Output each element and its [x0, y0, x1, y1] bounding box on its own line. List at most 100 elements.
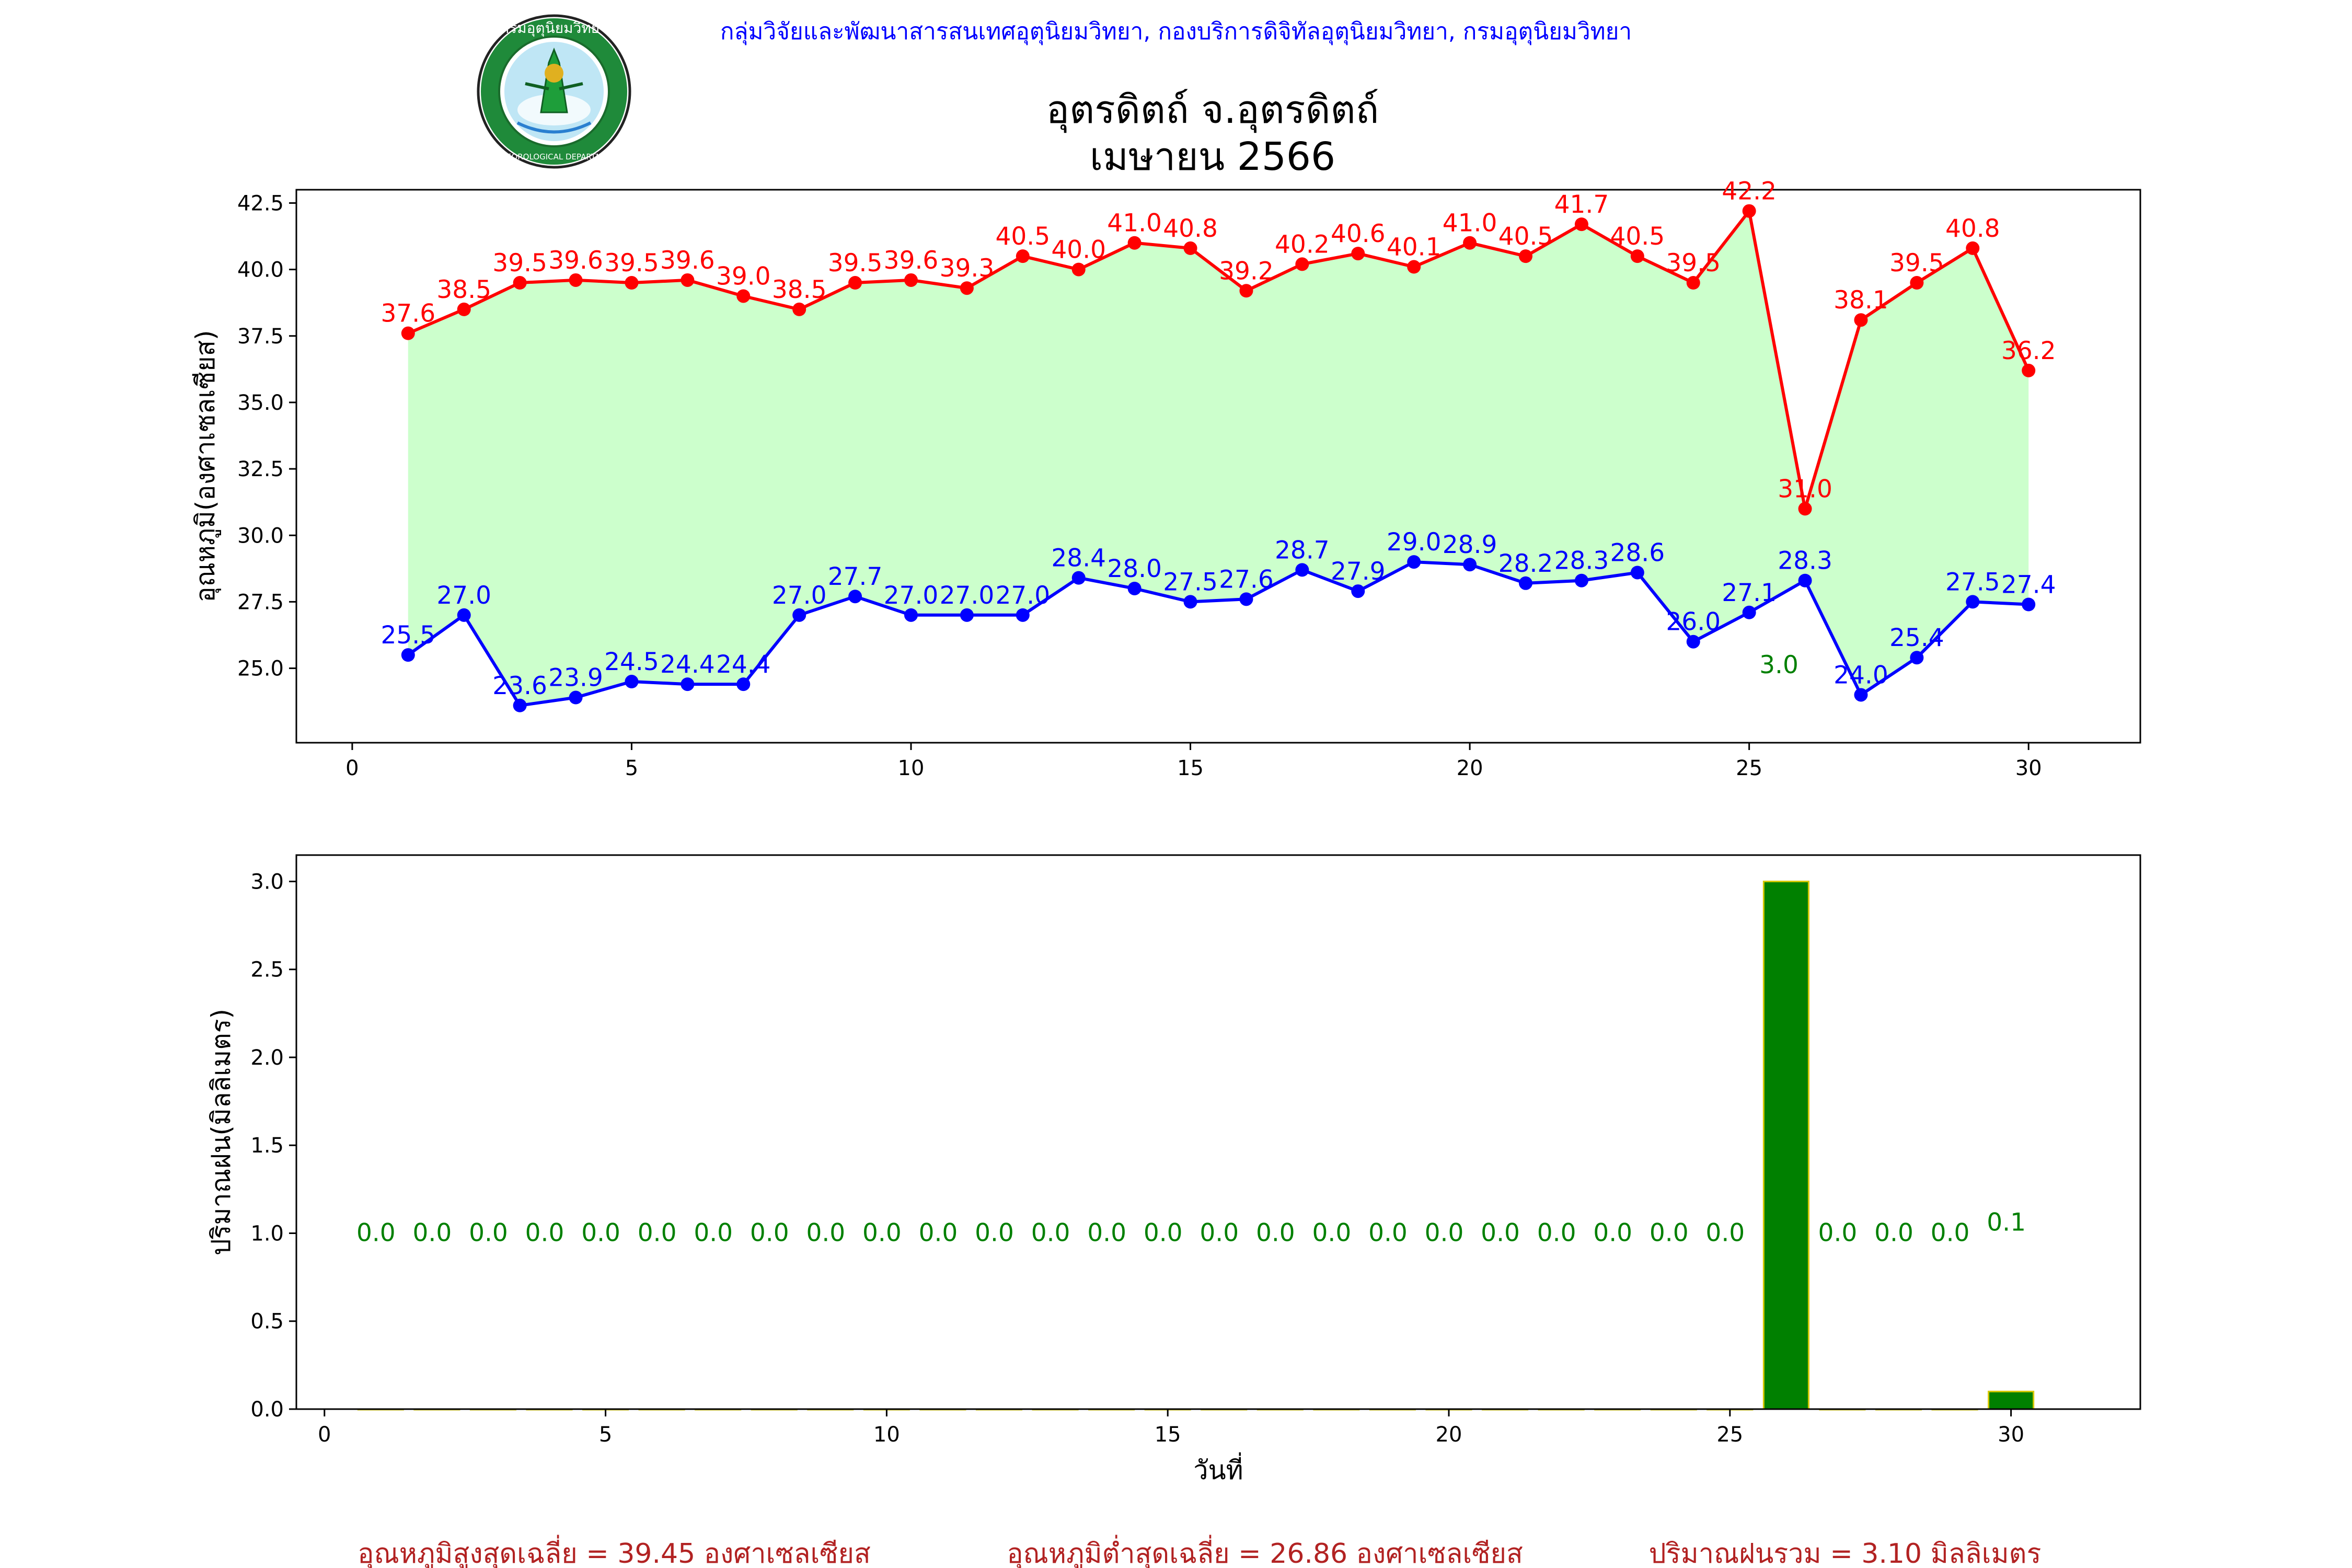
min-temperature-point — [2022, 597, 2036, 612]
max-temperature-label: 39.5 — [1889, 249, 1944, 278]
rainfall-value-label: 0.0 — [1144, 1218, 1183, 1247]
min-temperature-point — [1742, 605, 1756, 619]
rainfall-value-label: 0.0 — [1256, 1218, 1295, 1247]
max-temperature-point — [569, 273, 583, 287]
summary-avg-max: อุณหภูมิสูงสุดเฉลี่ย = 39.45 องศาเซลเซีย… — [358, 1535, 871, 1568]
min-temperature-point — [1630, 566, 1644, 580]
max-temperature-label: 39.0 — [716, 262, 771, 291]
min-temperature-point — [960, 608, 974, 622]
rainfall-value-label: 0.0 — [469, 1218, 508, 1247]
min-temperature-point — [1854, 688, 1868, 702]
rainfall-value-label: 0.0 — [1481, 1218, 1520, 1247]
max-temperature-point — [1127, 236, 1142, 250]
temperature-axes: 0 5 10 15 20 25 30 25.0 27.5 30.0 32.5 35.0 37.5 40.0… — [237, 191, 2042, 780]
rainfall-y-tick-label: 2.0 — [250, 1046, 284, 1070]
rainfall-axes: 0 5 10 15 20 25 30 0.0 0.5 1.0 1.5 2.0 2.5 3.0 — [250, 870, 2024, 1447]
max-temperature-label: 37.6 — [381, 299, 435, 328]
min-temperature-label: 24.4 — [660, 650, 715, 679]
min-temperature-point — [1966, 595, 1980, 609]
rainfall-y-tick-label: 0.0 — [250, 1398, 284, 1422]
max-temperature-point — [1407, 260, 1421, 274]
min-temperature-point — [401, 648, 415, 662]
rainfall-x-tick-label: 15 — [1155, 1423, 1181, 1447]
rainfall-value-label: 0.0 — [1368, 1218, 1408, 1247]
min-temperature-label: 28.6 — [1610, 538, 1665, 567]
max-temperature-point — [681, 273, 695, 287]
max-temperature-point — [1071, 262, 1086, 276]
rainfall-y-axis-label: ปริมาณฝน(มิลลิเมตร) — [206, 1009, 236, 1255]
temperature-x-tick-label: 20 — [1457, 756, 1483, 780]
rainfall-value-label: 0.0 — [638, 1218, 677, 1247]
temperature-x-tick-label: 0 — [345, 756, 359, 780]
min-temperature-label: 27.0 — [884, 581, 939, 610]
max-temperature-label: 40.5 — [995, 222, 1050, 251]
min-temperature-label: 28.3 — [1554, 547, 1609, 575]
max-temperature-label: 36.2 — [2001, 337, 2056, 365]
rainfall-value-label: 0.0 — [525, 1218, 564, 1247]
rainfall-x-tick-label: 10 — [873, 1423, 900, 1447]
temperature-x-tick-label: 25 — [1736, 756, 1762, 780]
temperature-y-tick-label: 32.5 — [237, 457, 284, 481]
min-temperature-label: 27.5 — [1163, 568, 1218, 596]
agency-line: กลุ่มวิจัยและพัฒนาสารสนเทศอุตุนิยมวิทยา,… — [720, 18, 1632, 45]
temperature-plot-frame — [295, 189, 2141, 744]
min-temperature-point — [1239, 592, 1253, 606]
min-temperature-point — [1686, 635, 1700, 649]
rainfall-value-label: 0.0 — [1650, 1218, 1689, 1247]
min-temperature-point — [1910, 651, 1924, 665]
summary-total-rain: ปริมาณฝนรวม = 3.10 มิลลิเมตร — [1649, 1538, 2042, 1568]
max-temperature-point — [1910, 276, 1924, 290]
max-temperature-label: 42.2 — [1722, 177, 1777, 206]
max-temperature-label: 41.0 — [1107, 209, 1162, 238]
rainfall-chart: 0 5 10 15 20 25 300.00.51.01.52.02.53.0 0.0 0.0… — [206, 854, 2141, 1485]
min-temperature-label: 27.0 — [940, 581, 995, 610]
min-temperature-point — [569, 690, 583, 705]
max-temperature-label: 31.0 — [1778, 475, 1832, 503]
min-temperature-label: 28.0 — [1107, 555, 1162, 583]
min-temperature-label: 23.9 — [548, 664, 603, 693]
max-temperature-point — [1463, 236, 1477, 250]
max-temperature-point — [1295, 257, 1309, 271]
min-temperature-point — [1798, 573, 1812, 587]
rainfall-bar — [1762, 880, 1809, 1410]
rainfall-y-tick-label: 1.0 — [250, 1221, 284, 1246]
temperature-x-tick-label: 5 — [625, 756, 638, 780]
rainfall-value-label: 0.0 — [1931, 1218, 1970, 1247]
min-temperature-line — [407, 560, 2029, 708]
rainfall-x-tick-label: 30 — [1998, 1423, 2024, 1447]
max-temperature-label: 39.6 — [660, 246, 715, 275]
max-temperature-label: 38.1 — [1834, 286, 1888, 315]
max-temperature-label: 38.5 — [772, 275, 827, 304]
max-temperature-label: 40.5 — [1498, 222, 1553, 251]
rainfall-data-labels: 0.0 0.0 0.0 0.0 0.0 0.0 0.0 0.0 0.0 0.0 0.0 0.0 0.0 0… — [356, 1208, 2026, 1247]
rainfall-value-label: 0.0 — [356, 1218, 396, 1247]
max-temperature-point — [513, 276, 527, 290]
rainfall-x-tick-label: 0 — [318, 1423, 331, 1447]
temperature-y-tick-label: 35.0 — [237, 391, 284, 415]
max-temperature-point — [2022, 363, 2036, 377]
max-temperature-label: 38.5 — [436, 275, 491, 304]
rainfall-bar — [1988, 1390, 2035, 1410]
max-temperature-line — [407, 207, 2030, 510]
min-temperature-point — [904, 608, 918, 622]
min-temperature-point — [1463, 558, 1477, 572]
rain-annotation-label: 3.0 — [1759, 651, 1798, 679]
min-temperature-label: 27.5 — [1945, 568, 2000, 596]
min-temperature-point — [1351, 584, 1365, 598]
temperature-y-tick-label: 37.5 — [237, 325, 284, 349]
min-temperature-label: 26.0 — [1666, 608, 1721, 637]
max-temperature-label: 39.3 — [940, 254, 995, 283]
max-temperature-point — [1183, 241, 1197, 255]
min-temperature-point — [792, 608, 806, 622]
max-temperature-point — [1519, 249, 1532, 263]
min-temperature-point — [513, 698, 527, 712]
min-temperature-point — [681, 677, 695, 691]
max-temperature-label: 39.2 — [1219, 257, 1274, 285]
temperature-x-tick-label: 30 — [2015, 756, 2042, 780]
max-temperature-label: 40.0 — [1051, 236, 1106, 264]
max-temperature-label: 39.6 — [884, 246, 939, 275]
rainfall-y-tick-label: 2.5 — [250, 958, 284, 982]
temperature-x-tick-label: 10 — [898, 756, 925, 780]
max-temperature-label: 40.8 — [1163, 214, 1218, 243]
